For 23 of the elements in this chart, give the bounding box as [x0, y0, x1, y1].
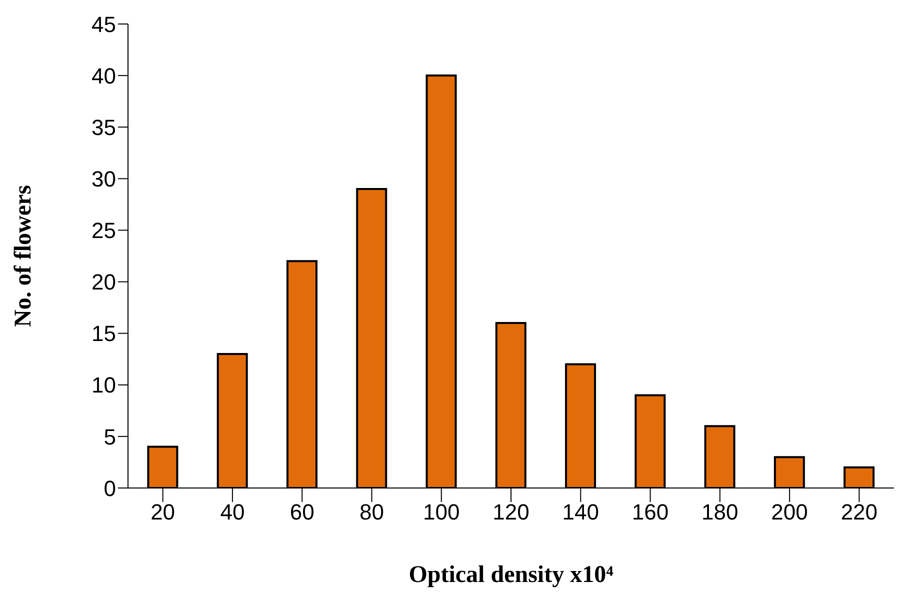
x-tick-label: 120	[492, 500, 530, 525]
x-tick-label: 220	[840, 500, 878, 525]
x-tick-label: 180	[702, 500, 738, 525]
y-tick-label: 0	[104, 476, 116, 501]
y-tick-label: 45	[92, 12, 116, 37]
x-tick-label: 200	[771, 500, 808, 525]
y-tick-label: 35	[92, 114, 116, 140]
x-tick-label: 140	[562, 500, 599, 525]
y-tick-label: 10	[92, 372, 116, 398]
y-tick-label: 30	[92, 166, 116, 192]
y-tick-label: 25	[92, 218, 116, 244]
x-tick-label: 60	[290, 500, 314, 525]
y-tick-label: 5	[104, 424, 116, 450]
y-tick-label: 40	[92, 63, 116, 88]
x-tick-label: 80	[359, 500, 384, 525]
y-axis-title: No. of flowers	[10, 185, 37, 327]
x-axis-title: Optical density x10⁴	[408, 562, 614, 588]
x-tick-label: 20	[150, 500, 176, 525]
x-tick-label: 100	[423, 500, 460, 525]
y-tick-label: 15	[92, 321, 116, 346]
x-tick-label: 160	[632, 500, 669, 525]
y-tick-label: 20	[92, 270, 116, 295]
x-tick-label: 40	[220, 500, 245, 525]
